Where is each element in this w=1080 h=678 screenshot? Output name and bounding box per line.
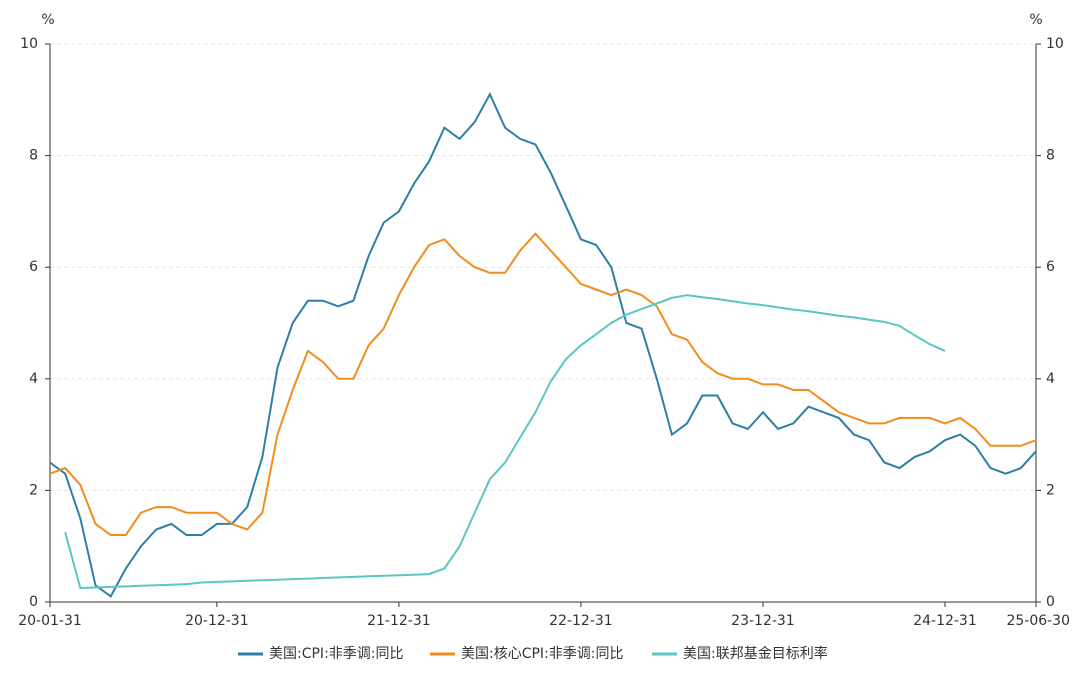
x-tick-label: 22-12-31 [549,613,613,629]
x-tick-label: 25-06-30 [1006,613,1070,629]
y-tick-label: 8 [29,148,38,164]
series-line [49,232,1037,536]
y-tick-label: 4 [29,371,38,387]
x-tick-label: 24-12-31 [913,613,977,629]
x-tick-label: 20-01-31 [18,613,82,629]
y2-tick-label: 2 [1046,482,1055,498]
legend-label: 美国:核心CPI:非季调:同比 [461,646,624,662]
x-tick-label: 21-12-31 [367,613,431,629]
y2-unit: % [1029,12,1042,28]
x-tick-label: 23-12-31 [731,613,795,629]
x-tick-label: 20-12-31 [185,613,249,629]
y2-tick-label: 8 [1046,148,1055,164]
y2-tick-label: 6 [1046,259,1055,275]
legend-label: 美国:CPI:非季调:同比 [269,646,404,662]
y-tick-label: 10 [20,36,38,52]
legend-label: 美国:联邦基金目标利率 [683,645,828,662]
y-tick-label: 0 [29,594,38,610]
series-line [49,91,1037,598]
y-tick-label: 6 [29,259,38,275]
y2-tick-label: 4 [1046,371,1055,387]
series-line [64,294,946,590]
y2-tick-label: 10 [1046,36,1064,52]
y-tick-label: 2 [29,482,38,498]
y-unit: % [41,12,54,28]
y2-tick-label: 0 [1046,594,1055,610]
